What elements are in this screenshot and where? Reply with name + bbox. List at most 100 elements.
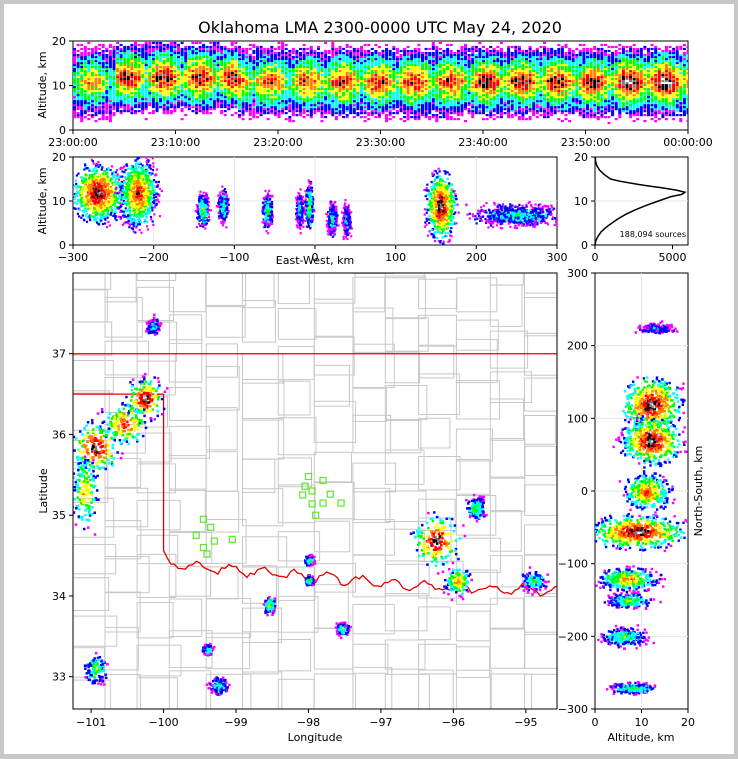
source-cell [198, 67, 202, 71]
source-cell [467, 110, 471, 113]
source-cell [259, 79, 263, 83]
source-cell [281, 92, 285, 95]
source-cell [123, 100, 127, 103]
source-cell [281, 57, 285, 61]
source-cell [514, 65, 518, 69]
source-cell [173, 43, 177, 47]
source-cell [395, 87, 399, 91]
source-cell [141, 49, 145, 53]
source-cell [543, 59, 546, 63]
source-cell [478, 49, 482, 53]
source-cell [98, 85, 102, 89]
source-cell [438, 116, 442, 119]
source-cell [80, 77, 84, 81]
source-cell [471, 71, 475, 75]
source-cell [406, 75, 410, 79]
source-cell [137, 106, 141, 109]
source-cell [252, 61, 256, 65]
source-cell [166, 55, 170, 59]
source-cell [571, 94, 575, 97]
source-cell [356, 89, 360, 93]
source-cell [184, 106, 188, 109]
source-cell [334, 87, 338, 91]
source-cell [238, 94, 241, 97]
source-cell [360, 57, 363, 61]
source-cell [241, 47, 245, 51]
source-cell [377, 67, 381, 71]
source-cell [306, 81, 310, 85]
time-column [377, 45, 381, 119]
source-cell [406, 118, 410, 121]
source-cell [525, 57, 528, 61]
source-cell [403, 59, 407, 63]
source-cell [403, 116, 407, 119]
source-cell [374, 102, 378, 105]
source-cell [352, 49, 356, 53]
source-cell [119, 61, 123, 65]
source-cell [349, 79, 353, 83]
source-cell [169, 89, 173, 93]
source-cell [489, 67, 493, 71]
source-cell [83, 81, 87, 85]
source-cell [489, 57, 493, 61]
source-cell [313, 108, 317, 111]
source-cell [446, 108, 450, 111]
source-cell [177, 43, 180, 47]
source-cell [266, 73, 270, 77]
source-cell [230, 57, 234, 61]
source-cell [123, 51, 127, 55]
source-cell [543, 87, 546, 91]
source-cell [123, 57, 127, 61]
source-cell [302, 106, 306, 109]
source-cell [560, 55, 564, 59]
source-cell [435, 98, 439, 101]
source-cell [578, 100, 582, 103]
source-cell [324, 81, 328, 85]
source-cell [467, 102, 471, 105]
source-cell [442, 53, 446, 57]
source-cell [291, 89, 295, 93]
source-cell [417, 87, 421, 91]
source-cell [575, 87, 579, 91]
source-cell [134, 71, 137, 75]
source-cell [442, 94, 446, 97]
source-cell [76, 63, 80, 67]
source-cell [205, 106, 209, 109]
source-cell [101, 104, 105, 107]
source-cell [248, 85, 252, 89]
source-cell [216, 51, 220, 55]
source-cell [431, 98, 435, 101]
source-cell [510, 79, 514, 83]
source-cell [403, 55, 407, 59]
source-cell [428, 112, 432, 115]
source-cell [94, 110, 98, 113]
source-cell [521, 59, 525, 63]
source-cell [317, 71, 320, 75]
source-cell [90, 116, 94, 119]
source-cell [227, 96, 231, 99]
source-cell [517, 71, 521, 75]
source-cell [435, 114, 439, 117]
source-cell [399, 85, 403, 89]
source-cell [557, 67, 561, 71]
source-cell [212, 49, 216, 53]
source-cell [410, 75, 414, 79]
source-cell [399, 49, 403, 53]
source-cell [435, 63, 439, 67]
source-cell [259, 61, 263, 65]
source-cell [76, 112, 80, 115]
source-cell [331, 83, 335, 87]
source-cell [428, 89, 432, 93]
source-cell [266, 108, 270, 111]
source-cell [108, 112, 112, 115]
source-cell [352, 67, 356, 71]
source-cell [291, 87, 295, 91]
source-cell [557, 71, 561, 75]
source-cell [543, 73, 546, 77]
source-cell [474, 61, 478, 65]
source-cell [281, 59, 285, 63]
source-cell [345, 61, 349, 65]
source-cell [202, 43, 206, 47]
time-column [266, 47, 270, 121]
source-cell [571, 73, 575, 77]
